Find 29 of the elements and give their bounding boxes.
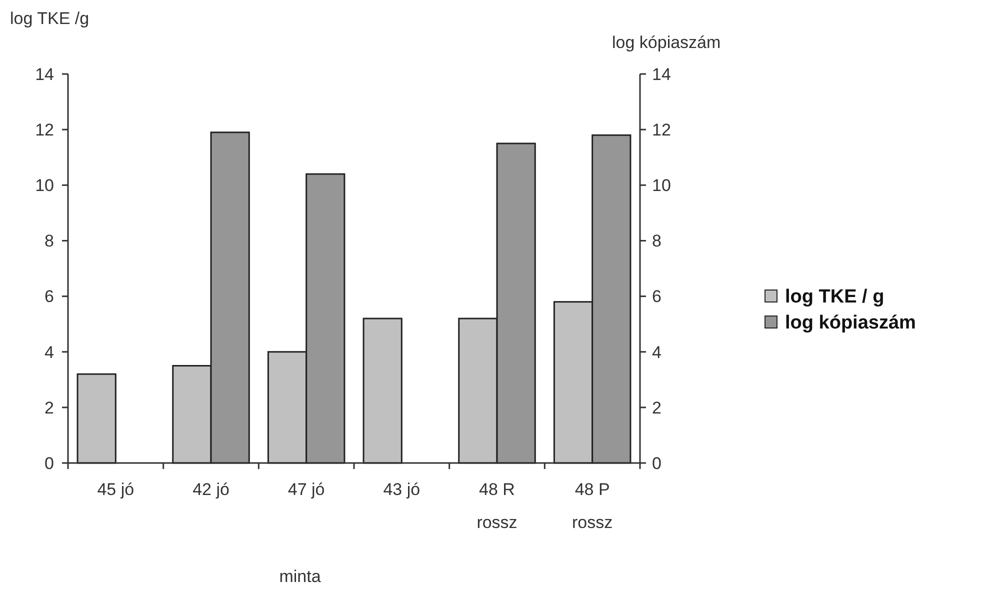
- legend-label: log TKE / g: [785, 286, 884, 308]
- legend-label: log kópiaszám: [785, 312, 916, 334]
- y-tick-label: 2: [44, 398, 54, 418]
- x-tick-label: 47 jó: [288, 480, 325, 499]
- y-tick-label: 0: [44, 454, 54, 473]
- y2-tick-label: 14: [652, 64, 671, 84]
- y2-tick-label: 0: [652, 454, 662, 473]
- y2-tick-label: 12: [652, 120, 671, 140]
- x-tick-label: 48 R rossz: [476, 480, 518, 532]
- y-tick-label: 6: [44, 287, 54, 306]
- x-tick-label: 48 P rossz: [572, 480, 613, 532]
- bar: [362, 318, 402, 464]
- y2-tick-label: 4: [652, 342, 662, 362]
- x-axis-title: minta: [279, 567, 322, 586]
- bar: [76, 373, 116, 464]
- y-tick-label: 10: [35, 176, 54, 196]
- y-tick-label: 4: [44, 342, 54, 362]
- y-tick-label: 14: [35, 64, 54, 84]
- y2-tick-label: 8: [652, 232, 662, 251]
- y-tick-label: 8: [44, 232, 54, 251]
- x-tick-label: 45 jó: [97, 480, 134, 499]
- y2-tick-label: 10: [652, 176, 671, 196]
- x-tick-label: 43 jó: [383, 480, 420, 499]
- y2-tick-label: 6: [652, 287, 662, 306]
- x-tick-label: 42 jó: [192, 480, 230, 499]
- y-tick-label: 12: [35, 120, 54, 140]
- y2-tick-label: 2: [652, 398, 662, 418]
- y2-axis-title: log kópiaszám: [612, 33, 721, 52]
- y-axis-title: log TKE /g: [10, 9, 90, 28]
